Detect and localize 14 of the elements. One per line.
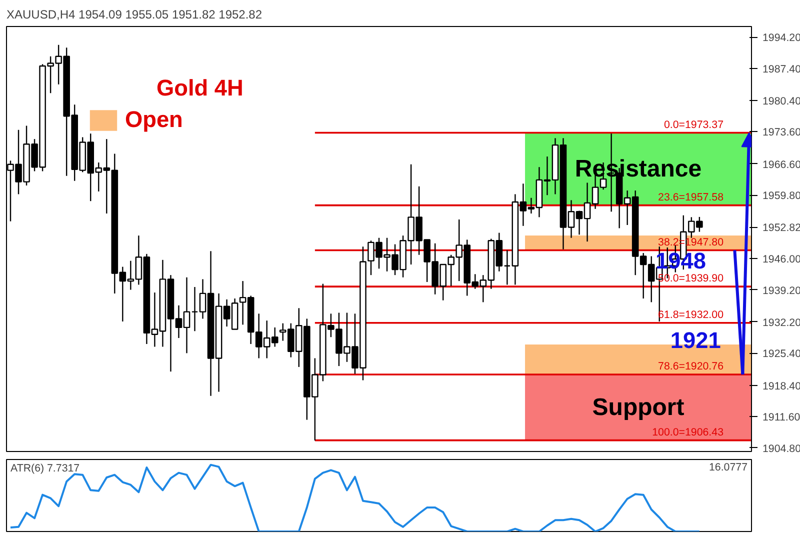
candlestick — [504, 250, 511, 286]
annotation: ATR(6) 7.7317 — [10, 462, 80, 474]
ref-line-label: 100.0=1906.43 — [652, 426, 724, 438]
ref-line-label: 23.6=1957.58 — [658, 191, 724, 204]
y-tick-label: 1911.60 — [762, 412, 800, 424]
text: Gold 4H — [156, 74, 244, 100]
annotation: 16.0777 — [708, 462, 748, 474]
ref-line-label: 0.0=1973.37 — [664, 118, 724, 131]
band-label: Support — [592, 394, 684, 421]
candlestick — [191, 286, 198, 332]
annotation: 1921 — [670, 327, 721, 354]
ref-line-label: 78.6=1920.76 — [658, 360, 724, 372]
chart-title: XAUUSD,H4 1954.09 1955.05 1951.82 1952.82 — [6, 8, 262, 22]
legend-label: Open — [125, 106, 183, 133]
